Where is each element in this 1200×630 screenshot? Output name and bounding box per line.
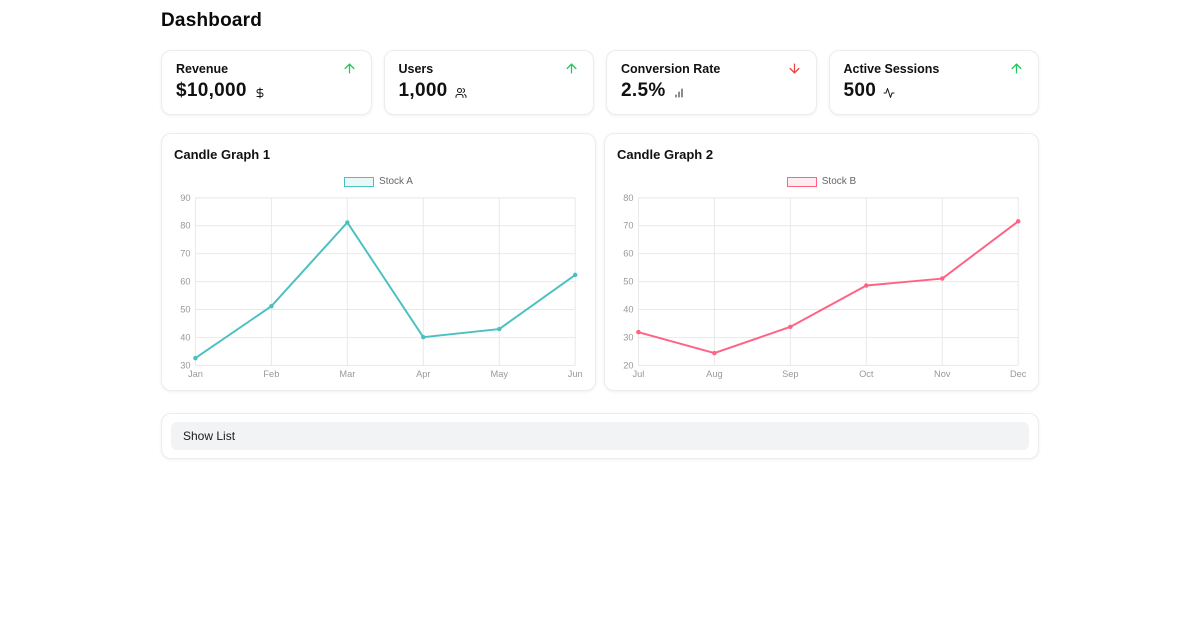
stat-value: 500 [843, 80, 877, 101]
svg-text:30: 30 [180, 360, 190, 370]
svg-text:May: May [491, 369, 509, 379]
stat-card-active-sessions: Active Sessions 500 [828, 50, 1039, 115]
svg-text:Sep: Sep [782, 369, 798, 379]
stat-label: Active Sessions [843, 61, 940, 76]
svg-text:Jun: Jun [568, 369, 583, 379]
chart-card-candle-graph-1: Candle Graph 1 Stock A 30 40 50 60 70 80 90 Jan… [161, 133, 596, 391]
stat-card-header: Revenue [176, 61, 357, 76]
dollar-sign-icon [254, 87, 266, 99]
stat-label: Conversion Rate [621, 61, 721, 76]
svg-text:60: 60 [623, 249, 633, 259]
users-icon [455, 87, 467, 99]
chart-title: Candle Graph 2 [617, 147, 714, 162]
dashboard-page: Dashboard Revenue $10,000 Users 1,000 [161, 0, 1039, 459]
svg-text:50: 50 [623, 277, 633, 287]
trend-down-icon [787, 61, 802, 76]
chart-card-candle-graph-2: Candle Graph 2 Stock B 20 30 40 50 60 70 80 Jul… [604, 133, 1039, 391]
stat-card-revenue: Revenue $10,000 [161, 50, 372, 115]
svg-text:Apr: Apr [416, 369, 430, 379]
stat-card-header: Active Sessions [844, 61, 1025, 76]
svg-text:50: 50 [180, 304, 190, 314]
svg-text:80: 80 [623, 193, 633, 203]
stats-row: Revenue $10,000 Users 1,000 Conversion R… [161, 50, 1039, 115]
legend-swatch [344, 176, 375, 187]
legend-swatch [786, 176, 817, 187]
show-list-button[interactable]: Show List [171, 421, 1029, 450]
stat-card-users: Users 1,000 [383, 50, 594, 115]
svg-text:Feb: Feb [263, 369, 279, 379]
svg-text:60: 60 [180, 277, 190, 287]
stat-value-row: 1,000 [399, 80, 580, 102]
chart-title: Candle Graph 1 [174, 147, 271, 162]
stat-value-row: 2.5% [621, 80, 802, 102]
stat-label: Users [398, 61, 434, 76]
stat-label: Revenue [176, 61, 229, 76]
stat-value-row: $10,000 [176, 80, 357, 102]
stat-card-header: Conversion Rate [621, 61, 802, 76]
svg-text:20: 20 [623, 360, 633, 370]
svg-text:40: 40 [180, 332, 190, 342]
stat-card-header: Users [399, 61, 580, 76]
svg-text:80: 80 [180, 221, 190, 231]
activity-icon [883, 87, 895, 99]
page-title: Dashboard [161, 10, 263, 31]
svg-text:70: 70 [180, 249, 190, 259]
line-chart-stock-b: 20 30 40 50 60 70 80 Jul Aug Sep Oct Nov Dec [623, 193, 1026, 379]
svg-text:70: 70 [623, 221, 633, 231]
svg-text:Dec: Dec [1010, 369, 1026, 379]
svg-text:Aug: Aug [706, 369, 722, 379]
svg-text:Oct: Oct [859, 369, 874, 379]
trend-up-icon [564, 61, 579, 76]
show-list-card: Show List [161, 412, 1039, 459]
trend-up-icon [342, 61, 357, 76]
legend-label: Stock A [379, 176, 413, 187]
svg-text:40: 40 [623, 304, 633, 314]
stat-value: 1,000 [398, 80, 448, 101]
trend-up-icon [1009, 61, 1024, 76]
svg-text:90: 90 [180, 193, 190, 203]
legend-label: Stock B [821, 176, 857, 187]
svg-text:Mar: Mar [339, 369, 355, 379]
legend-stock-b[interactable]: Stock B [617, 176, 1026, 187]
line-chart-stock-a: 30 40 50 60 70 80 90 Jan Feb Mar Apr May Jun [180, 193, 583, 379]
stat-value-row: 500 [844, 80, 1025, 102]
svg-text:30: 30 [623, 332, 633, 342]
svg-text:Jul: Jul [633, 369, 645, 379]
svg-text:Nov: Nov [934, 369, 951, 379]
svg-text:Jan: Jan [188, 369, 203, 379]
legend-stock-a[interactable]: Stock A [174, 176, 583, 187]
stat-card-conversion-rate: Conversion Rate 2.5% [606, 50, 817, 115]
stat-value: $10,000 [176, 80, 247, 101]
charts-row: Candle Graph 1 Stock A 30 40 50 60 70 80 90 Jan… [161, 133, 1039, 391]
bar-chart-icon [673, 87, 685, 99]
stat-value: 2.5% [621, 80, 666, 101]
